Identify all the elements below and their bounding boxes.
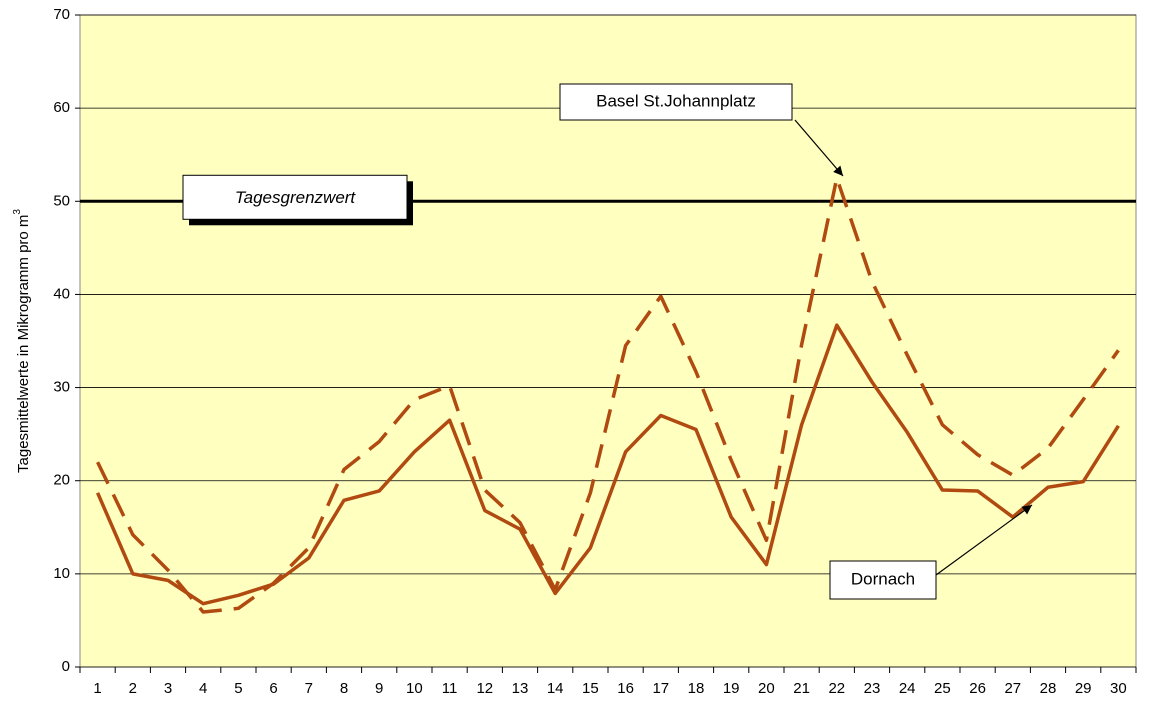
x-tick-label: 4 [199, 680, 207, 697]
x-tick-label: 15 [582, 680, 599, 697]
x-tick-label: 27 [1004, 680, 1021, 697]
y-axis-label: Tagesmittelwerte in Mikrogramm pro m3 [12, 209, 32, 473]
y-tick-label: 10 [53, 565, 70, 582]
x-tick-label: 28 [1040, 680, 1057, 697]
y-tick-label: 0 [62, 658, 70, 675]
x-tick-label: 23 [864, 680, 881, 697]
x-tick-label: 9 [375, 680, 383, 697]
x-tick-label: 13 [512, 680, 529, 697]
x-tick-label: 11 [442, 680, 458, 697]
y-axis-label-sup: 3 [12, 209, 23, 215]
reference-label: Tagesgrenzwert [235, 188, 357, 207]
x-tick-label: 24 [899, 680, 916, 697]
x-tick-label: 20 [758, 680, 775, 697]
x-tick-label: 5 [234, 680, 242, 697]
x-tick-label: 10 [406, 680, 423, 697]
x-tick-label: 17 [652, 680, 669, 697]
y-tick-label: 50 [53, 192, 70, 209]
x-tick-label: 8 [340, 680, 348, 697]
annotation-arrow [794, 119, 844, 177]
y-tick-label: 60 [53, 99, 70, 116]
x-tick-label: 16 [617, 680, 634, 697]
legend-label: Basel St.Johannplatz [596, 91, 756, 110]
y-axis-label-text: Tagesmittelwerte in Mikrogramm pro m [15, 215, 32, 473]
legend-label: Dornach [851, 569, 915, 588]
y-tick-label: 70 [53, 6, 70, 23]
y-tick-label: 40 [53, 285, 70, 302]
x-tick-label: 25 [934, 680, 951, 697]
x-tick-label: 21 [793, 680, 810, 697]
x-tick-label: 3 [164, 680, 172, 697]
x-tick-label: 2 [129, 680, 137, 697]
x-tick-label: 12 [476, 680, 493, 697]
x-tick-label: 26 [969, 680, 986, 697]
y-tick-label: 20 [53, 472, 70, 489]
x-tick-label: 6 [269, 680, 277, 697]
x-tick-label: 30 [1110, 680, 1127, 697]
annotation-arrow [935, 504, 1033, 576]
x-tick-label: 22 [828, 680, 845, 697]
y-tick-label: 30 [53, 379, 70, 396]
x-tick-label: 1 [93, 680, 101, 697]
legend-box [559, 83, 793, 121]
x-tick-label: 29 [1075, 680, 1092, 697]
x-tick-label: 14 [547, 680, 564, 697]
plot-area [79, 14, 1137, 668]
series-line [95, 323, 1120, 606]
x-tick-label: 19 [723, 680, 740, 697]
legend-box [829, 560, 937, 600]
label-box [182, 174, 408, 220]
x-tick-label: 18 [688, 680, 705, 697]
x-tick-label: 7 [305, 680, 313, 697]
